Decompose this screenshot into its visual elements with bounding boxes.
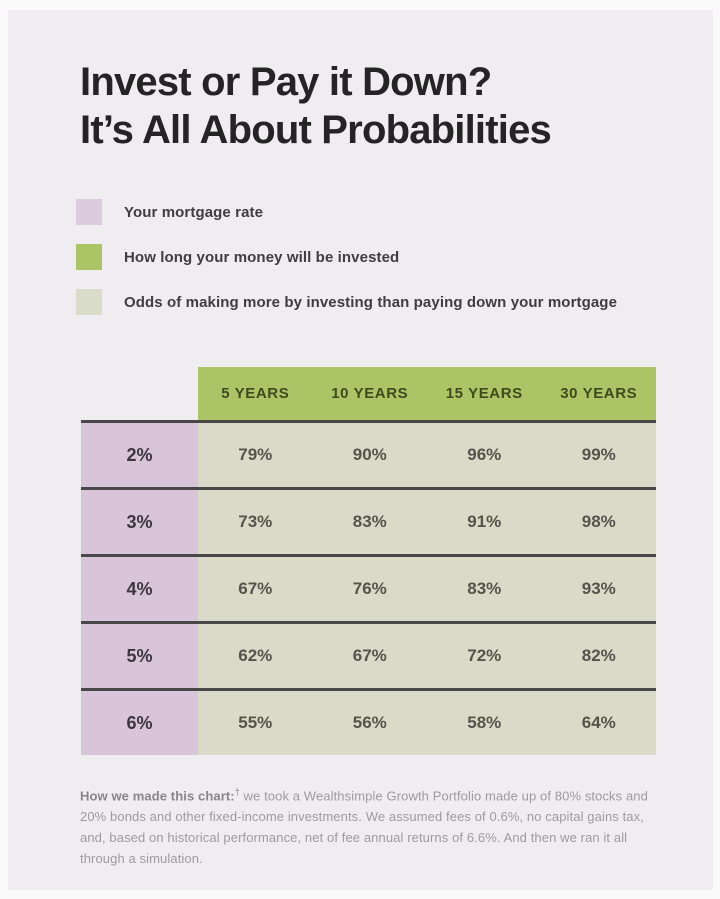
odds-cell: 62%	[198, 624, 313, 688]
dagger-symbol: †	[234, 787, 240, 797]
odds-cell: 67%	[312, 624, 427, 688]
title-line-1: Invest or Pay it Down?	[80, 60, 492, 104]
odds-cell: 79%	[198, 423, 313, 487]
legend: Your mortgage rate How long your money w…	[76, 199, 617, 315]
odds-cell: 58%	[427, 691, 542, 755]
legend-label: How long your money will be invested	[124, 248, 400, 266]
rate-cell: 4%	[81, 557, 198, 621]
page-title: Invest or Pay it Down? It’s All About Pr…	[80, 58, 552, 154]
odds-cell: 90%	[312, 423, 427, 487]
rate-cell: 3%	[81, 490, 198, 554]
sage-swatch-icon	[76, 289, 102, 315]
odds-cell: 67%	[198, 557, 313, 621]
legend-label: Your mortgage rate	[124, 203, 264, 221]
column-header-15-years: 15 YEARS	[427, 367, 542, 420]
title-line-2: It’s All About Probabilities	[80, 108, 552, 152]
legend-item-odds: Odds of making more by investing than pa…	[76, 289, 617, 315]
table-row-6pct: 6% 55% 56% 58% 64%	[81, 688, 656, 755]
rate-cell: 5%	[81, 624, 198, 688]
table-corner-spacer	[81, 367, 198, 420]
odds-cell: 72%	[427, 624, 542, 688]
green-swatch-icon	[76, 244, 102, 270]
odds-cell: 83%	[312, 490, 427, 554]
odds-cell: 83%	[427, 557, 542, 621]
table-row-2pct: 2% 79% 90% 96% 99%	[81, 420, 656, 487]
column-header-30-years: 30 YEARS	[541, 367, 656, 420]
rate-cell: 2%	[81, 423, 198, 487]
table-row-4pct: 4% 67% 76% 83% 93%	[81, 554, 656, 621]
lilac-swatch-icon	[76, 199, 102, 225]
legend-label: Odds of making more by investing than pa…	[124, 293, 618, 311]
odds-cell: 96%	[427, 423, 542, 487]
methodology-footnote: How we made this chart:† we took a Wealt…	[80, 782, 662, 869]
table-row-3pct: 3% 73% 83% 91% 98%	[81, 487, 656, 554]
odds-cell: 76%	[312, 557, 427, 621]
odds-cell: 73%	[198, 490, 313, 554]
odds-cell: 55%	[198, 691, 313, 755]
odds-cell: 98%	[541, 490, 656, 554]
legend-item-mortgage-rate: Your mortgage rate	[76, 199, 617, 225]
footnote-lead: How we made this chart:	[80, 788, 235, 804]
probability-table: 5 YEARS 10 YEARS 15 YEARS 30 YEARS 2% 79…	[81, 367, 656, 755]
footnote-body: we took a Wealthsimple Growth Portfolio …	[80, 788, 648, 867]
odds-cell: 91%	[427, 490, 542, 554]
table-header-row: 5 YEARS 10 YEARS 15 YEARS 30 YEARS	[81, 367, 656, 420]
odds-cell: 99%	[541, 423, 656, 487]
odds-cell: 64%	[541, 691, 656, 755]
rate-cell: 6%	[81, 691, 198, 755]
table-row-5pct: 5% 62% 67% 72% 82%	[81, 621, 656, 688]
odds-cell: 93%	[541, 557, 656, 621]
legend-item-years-invested: How long your money will be invested	[76, 244, 617, 270]
infographic-panel: Invest or Pay it Down? It’s All About Pr…	[8, 10, 713, 890]
odds-cell: 82%	[541, 624, 656, 688]
column-header-5-years: 5 YEARS	[198, 367, 313, 420]
column-header-10-years: 10 YEARS	[312, 367, 427, 420]
odds-cell: 56%	[312, 691, 427, 755]
